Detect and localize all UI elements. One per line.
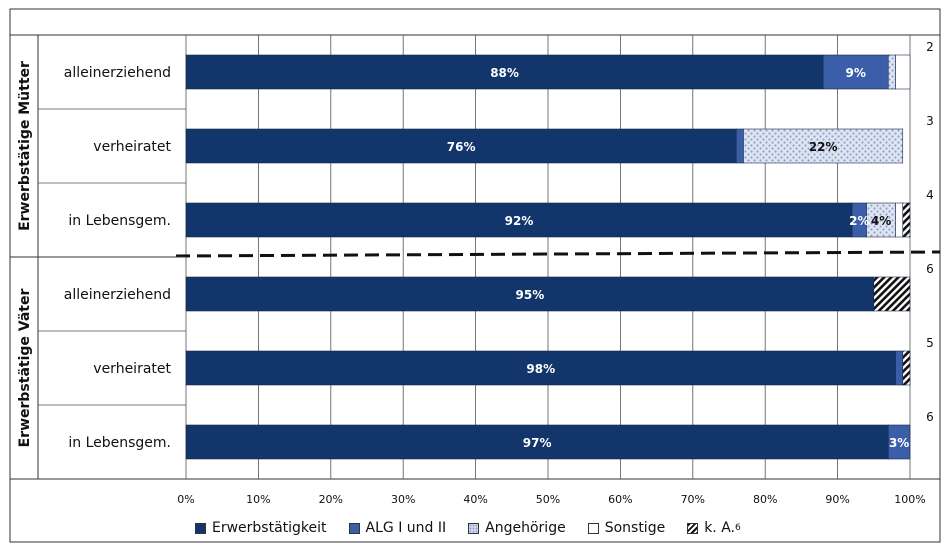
- legend-label-ka: k. A.: [704, 520, 735, 536]
- group-separator-line: [175, 250, 941, 258]
- right-annotation: 6: [926, 262, 934, 276]
- group-layer: Erwerbstätige Mütter Erwerbstätige Väter: [10, 61, 186, 447]
- x-tick-label: 30%: [391, 493, 415, 506]
- x-tick-label: 0%: [177, 493, 194, 506]
- bar-sonstige: [895, 54, 911, 90]
- legend-swatch-angehoerige: [468, 522, 480, 534]
- legend-item-angehoerige: Angehörige: [468, 520, 566, 536]
- data-label-erwerbst-tigkeit: 76%: [447, 140, 476, 154]
- row-layer: alleinerziehend verheiratet in Lebensgem. a…: [38, 65, 186, 451]
- row-label-in-lebensgem: in Lebensgem.: [68, 213, 171, 229]
- legend-swatch-alg: [348, 522, 360, 534]
- group-label-erwerbst-tige-m-tter: Erwerbstätige Mütter: [17, 61, 33, 231]
- tick-layer: 0% 10% 20% 30% 40% 50% 60% 70% 80% 90% 100%: [177, 493, 925, 506]
- bar-erwerbst-tigkeit: [185, 424, 889, 460]
- bar-k-a: [902, 202, 911, 238]
- group-label-erwerbst-tige-v-ter: Erwerbstätige Väter: [17, 289, 33, 448]
- bar-sonstige: [895, 202, 904, 238]
- legend-item-ka: k. A. 6: [687, 520, 741, 536]
- data-label-angeh-rige: 22%: [809, 140, 838, 154]
- row-label-in-lebensgem: in Lebensgem.: [68, 435, 171, 451]
- right-annotation: 6: [926, 410, 934, 424]
- right-annotation: 2: [926, 40, 934, 54]
- row-label-alleinerziehend: alleinerziehend: [64, 287, 171, 303]
- legend: Erwerbstätigkeit ALG I und II Angehörige…: [195, 516, 763, 540]
- grid-layer: [185, 35, 911, 479]
- bar-angeh-rige: [743, 128, 904, 164]
- legend-item-alg: ALG I und II: [348, 520, 447, 536]
- legend-label-sonstige: Sonstige: [604, 520, 666, 536]
- bar-alg-i-und-ii: [895, 350, 904, 386]
- x-tick-label: 50%: [536, 493, 560, 506]
- legend-swatch-erwerbstaetigkeit: [195, 522, 206, 534]
- x-tick-label: 60%: [608, 493, 632, 506]
- row-label-alleinerziehend: alleinerziehend: [64, 65, 171, 81]
- data-label-erwerbst-tigkeit: 92%: [505, 214, 534, 228]
- bar-erwerbst-tigkeit: [185, 202, 853, 238]
- x-tick-label: 80%: [753, 493, 777, 506]
- legend-swatch-sonstige: [587, 522, 599, 534]
- row-label-verheiratet: verheiratet: [93, 361, 171, 377]
- legend-item-erwerbstaetigkeit: Erwerbstätigkeit: [195, 520, 327, 536]
- data-label-erwerbst-tigkeit: 97%: [523, 436, 552, 450]
- x-tick-label: 20%: [319, 493, 343, 506]
- bar-erwerbst-tigkeit: [185, 276, 875, 312]
- x-tick-label: 100%: [894, 493, 925, 506]
- data-label-alg-i-und-ii: 9%: [846, 66, 866, 80]
- right-annotation: 4: [926, 188, 934, 202]
- data-label-alg-i-und-ii: 3%: [889, 436, 909, 450]
- data-label-erwerbst-tigkeit: 98%: [526, 362, 555, 376]
- bar-alg-i-und-ii: [735, 128, 744, 164]
- data-label-angeh-rige: 4%: [871, 214, 891, 228]
- legend-label-ka-superscript: 6: [735, 523, 741, 533]
- data-label-erwerbst-tigkeit: 88%: [490, 66, 519, 80]
- data-label-erwerbst-tigkeit: 95%: [516, 288, 545, 302]
- bar-k-a: [902, 350, 911, 386]
- legend-item-sonstige: Sonstige: [587, 520, 666, 536]
- bar-layer: [185, 54, 911, 460]
- row-label-verheiratet: verheiratet: [93, 139, 171, 155]
- x-tick-label: 90%: [825, 493, 849, 506]
- legend-swatch-ka: [687, 522, 699, 534]
- right-annotation: 3: [926, 114, 934, 128]
- bar-angeh-rige: [866, 202, 896, 238]
- data-label-alg-i-und-ii: 2%: [849, 214, 869, 228]
- bar-alg-i-und-ii: [887, 424, 911, 460]
- legend-label-angehoerige: Angehörige: [485, 520, 566, 536]
- x-tick-label: 70%: [681, 493, 705, 506]
- label-layer: 88% 9% 2 76% 22% 3 92% 2% 4% 4 95% 6 98% 5 97% 3% 6: [447, 40, 934, 450]
- legend-label-alg: ALG I und II: [365, 520, 447, 536]
- bar-erwerbst-tigkeit: [185, 128, 737, 164]
- right-annotation: 5: [926, 336, 934, 350]
- bar-angeh-rige: [887, 54, 896, 90]
- bar-k-a: [873, 276, 911, 312]
- x-tick-label: 40%: [463, 493, 487, 506]
- x-tick-label: 10%: [246, 493, 270, 506]
- chart-frame: [9, 8, 941, 543]
- bar-alg-i-und-ii: [822, 54, 889, 90]
- legend-label-erwerbstaetigkeit: Erwerbstätigkeit: [212, 520, 327, 536]
